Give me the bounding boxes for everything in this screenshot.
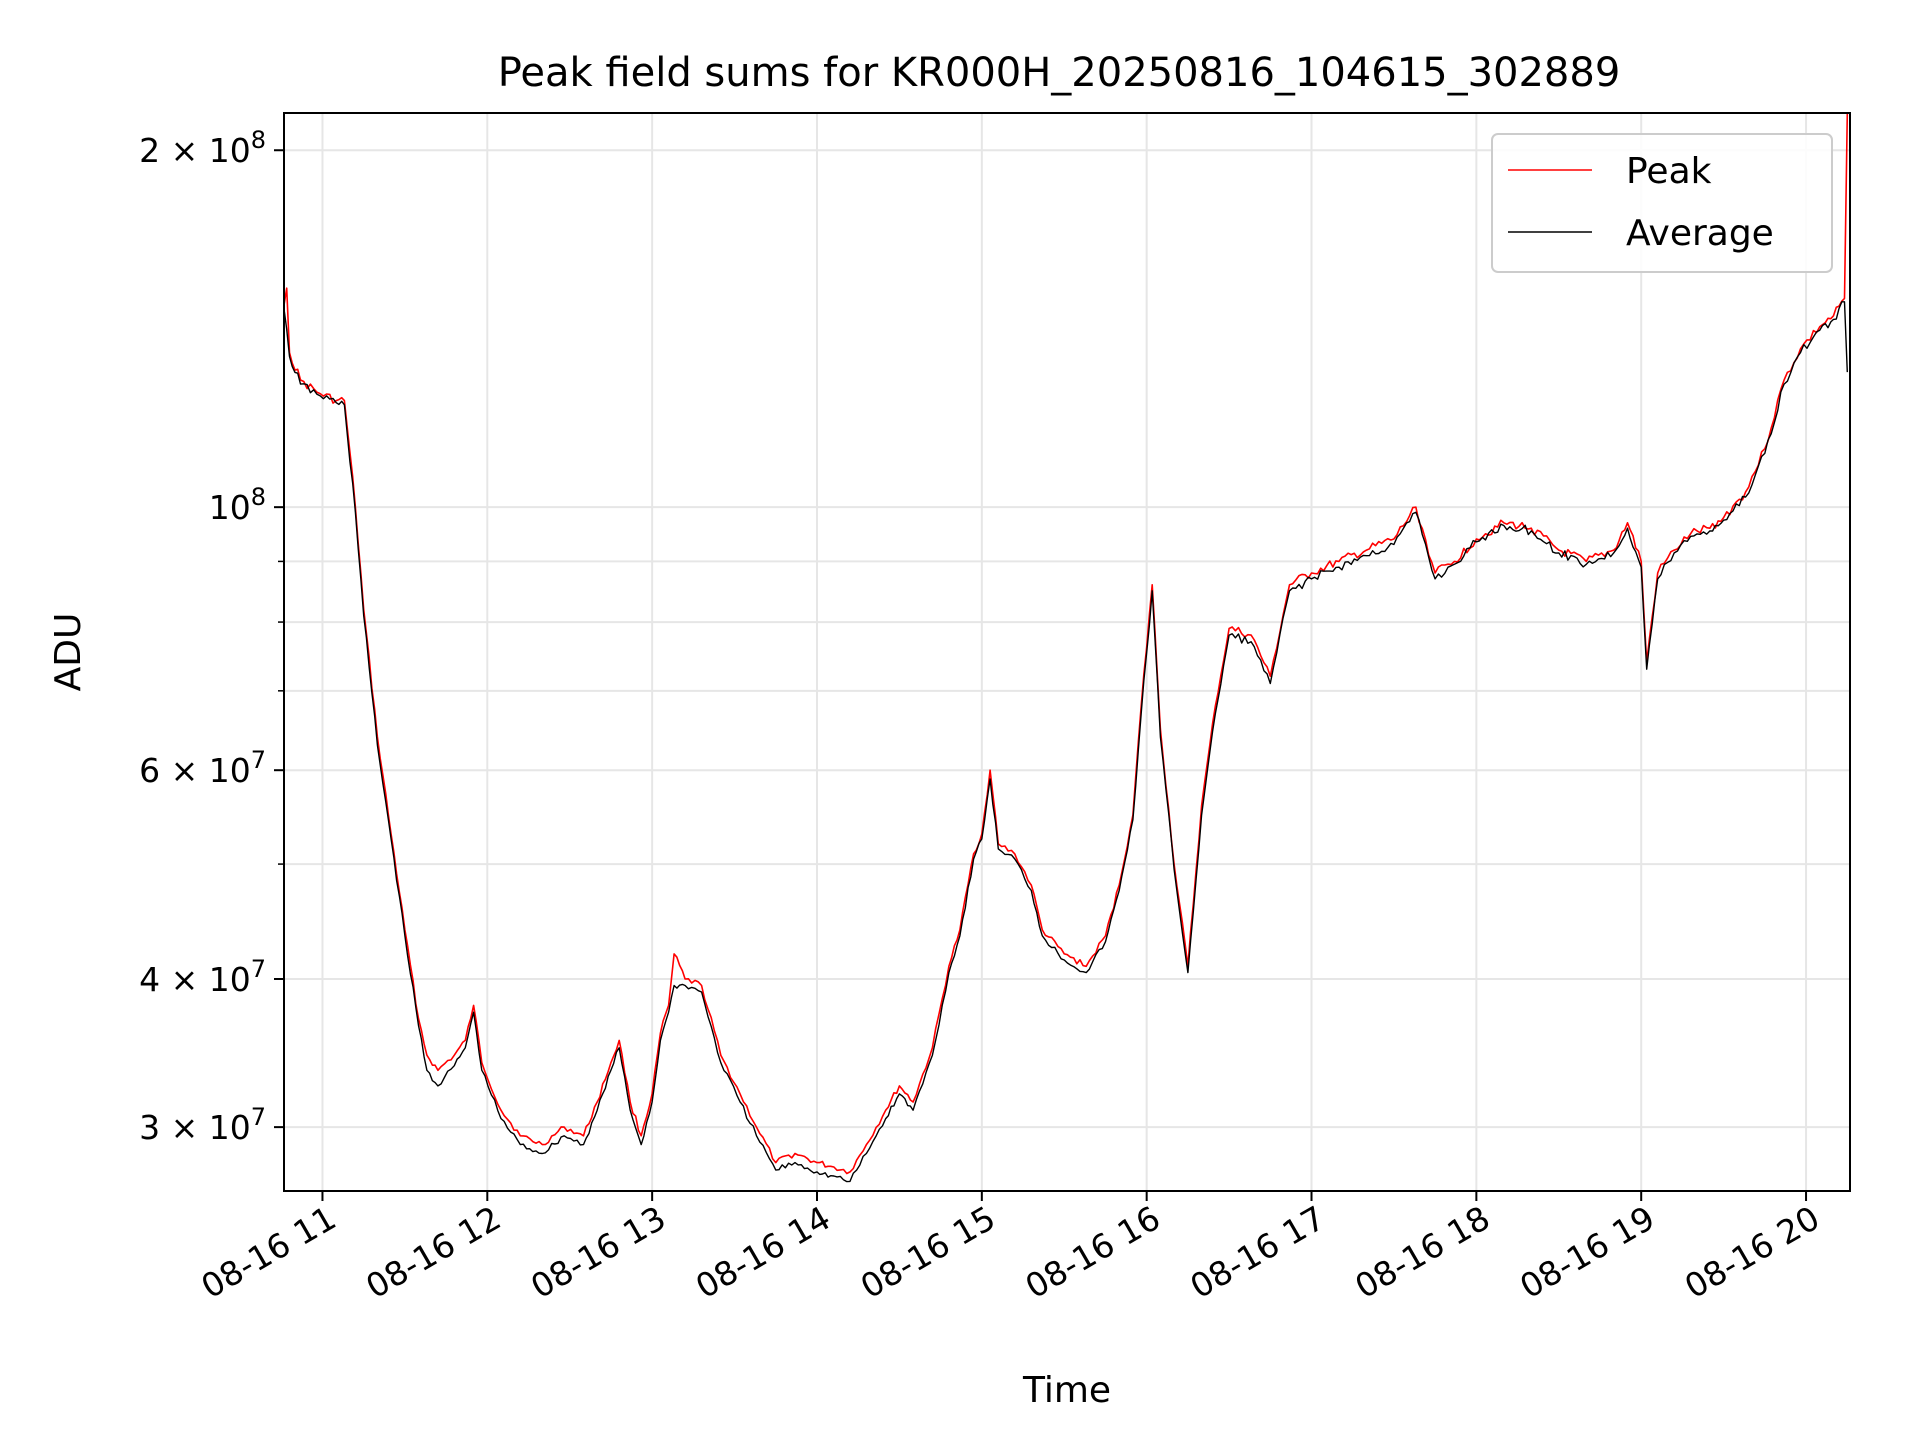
plot-frame: [283, 112, 1851, 1192]
x-tick-label: 08-16 17: [1184, 1198, 1332, 1306]
x-tick-label: 08-16 19: [1513, 1198, 1661, 1306]
x-tick-label: 08-16 18: [1348, 1198, 1496, 1306]
legend: Peak Average: [1491, 133, 1833, 273]
chart-title: Peak field sums for KR000H_20250816_1046…: [498, 50, 1621, 96]
x-tick-label: 08-16 13: [524, 1198, 672, 1306]
series-line-average: [283, 301, 1848, 1183]
y-tick-label: 2 × 108: [139, 126, 266, 170]
x-tick-label: 08-16 11: [194, 1198, 342, 1306]
y-tick-label: 3 × 107: [139, 1103, 266, 1147]
legend-label-peak: Peak: [1626, 151, 1712, 192]
y-tick-label: 108: [209, 483, 266, 527]
x-axis-label: Time: [1022, 1370, 1111, 1411]
y-tick-label: 4 × 107: [139, 955, 266, 999]
x-tick-label: 08-16 15: [854, 1198, 1002, 1306]
x-tick-label: 08-16 16: [1019, 1198, 1167, 1306]
legend-label-average: Average: [1626, 213, 1774, 254]
y-axis: 3 × 107 4 × 107 6 × 107 108 2 × 108: [139, 126, 284, 1147]
legend-box: [1491, 133, 1833, 273]
series-line-peak: [283, 112, 1849, 1175]
x-tick-label: 08-16 14: [689, 1198, 837, 1306]
x-tick-label: 08-16 20: [1678, 1198, 1826, 1306]
y-axis-label: ADU: [48, 613, 89, 692]
grid: [284, 113, 1850, 1191]
x-tick-label: 08-16 12: [359, 1198, 507, 1306]
series-layer: [283, 112, 1849, 1183]
x-axis: 08-16 11 08-16 12 08-16 13 08-16 14 08-16 15…: [194, 1191, 1826, 1306]
y-tick-label: 6 × 107: [139, 746, 266, 790]
